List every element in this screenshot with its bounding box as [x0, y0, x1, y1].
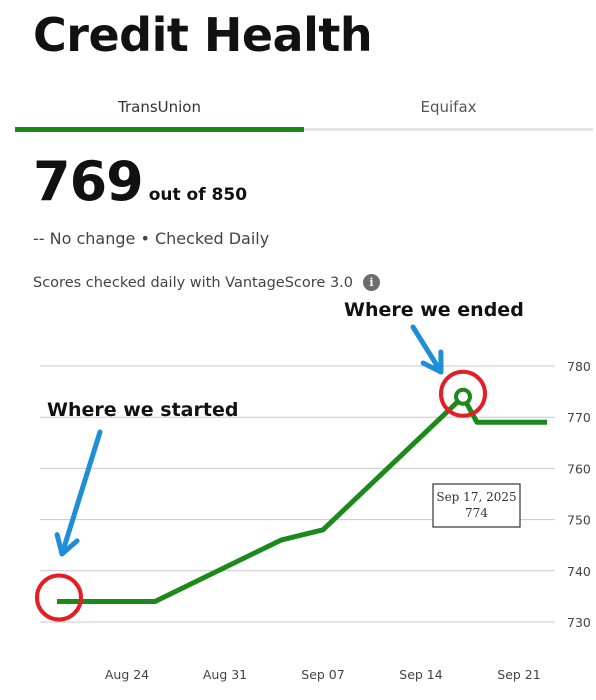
arrow-shaft: [59, 429, 103, 557]
credit-score: 769: [33, 150, 144, 213]
active-tab-indicator: [15, 127, 304, 132]
x-tick-label: Sep 14: [399, 667, 442, 682]
y-tick-label: 760: [567, 461, 591, 476]
bureau-tabs: TransUnion Equifax: [15, 86, 593, 132]
highlight-point: [454, 387, 472, 406]
page-title: Credit Health: [33, 8, 373, 62]
arrow-shaft: [410, 324, 444, 375]
tooltip-box: [432, 483, 521, 528]
x-axis-ticks: Aug 24 Aug 31 Sep 07 Sep 14 Sep 21: [105, 667, 541, 682]
y-tick-label: 750: [567, 513, 591, 528]
score-status: -- No change • Checked Daily: [33, 229, 270, 248]
info-icon[interactable]: i: [363, 274, 380, 291]
score-display: 769 out of 850: [33, 150, 247, 213]
chart-annotations: Where we started Where we ended: [35, 299, 524, 622]
score-note: Scores checked daily with VantageScore 3…: [33, 274, 380, 291]
chart-grid: [40, 365, 555, 623]
start-annotation-label: Where we started: [47, 399, 238, 421]
x-tick-label: Aug 31: [203, 667, 247, 682]
score-note-text: Scores checked daily with VantageScore 3…: [33, 274, 353, 291]
arrow-head: [420, 349, 444, 375]
start-arrow-icon: [54, 429, 103, 557]
end-annotation-label: Where we ended: [344, 299, 524, 321]
y-axis-ticks: 780 770 760 750 740 730: [567, 359, 591, 630]
end-highlight-circle: [439, 369, 487, 418]
x-tick-label: Sep 07: [301, 667, 344, 682]
tab-equifax[interactable]: Equifax: [420, 98, 477, 116]
x-tick-label: Sep 21: [497, 667, 540, 682]
y-tick-label: 740: [567, 564, 591, 579]
inactive-tab-indicator: [304, 128, 593, 131]
arrow-head: [54, 532, 80, 557]
tab-transunion[interactable]: TransUnion: [118, 98, 201, 116]
y-tick-label: 780: [567, 359, 591, 374]
tooltip-value: 774: [465, 506, 488, 520]
end-arrow-icon: [410, 324, 444, 375]
y-tick-label: 730: [567, 615, 591, 630]
start-highlight-circle: [35, 573, 83, 622]
tooltip-date: Sep 17, 2025: [436, 490, 516, 504]
score-max: out of 850: [148, 185, 248, 205]
chart-tooltip: Sep 17, 2025 774: [432, 483, 521, 528]
score-line: [57, 394, 547, 604]
score-line-series: [57, 387, 547, 604]
y-tick-label: 770: [567, 410, 591, 425]
x-tick-label: Aug 24: [105, 667, 149, 682]
